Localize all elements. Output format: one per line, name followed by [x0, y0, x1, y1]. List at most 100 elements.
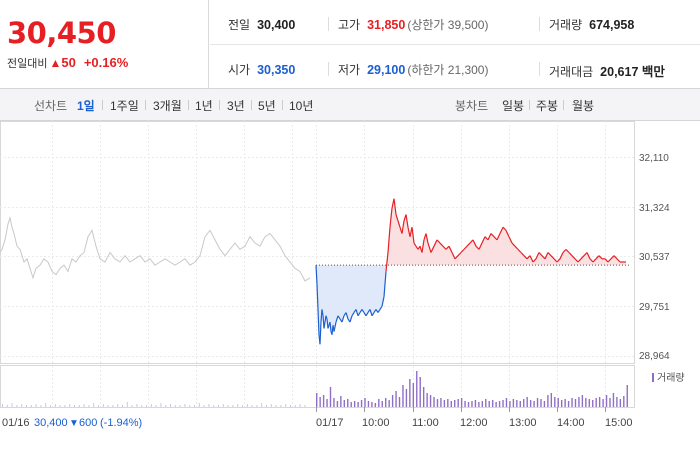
price-segment — [405, 214, 409, 228]
volume-bar — [467, 402, 470, 407]
period-1week[interactable]: 1주일 — [110, 99, 139, 113]
price-segment — [520, 252, 525, 257]
period-3year[interactable]: 3년 — [227, 99, 245, 113]
down-arrow-icon: ▼ — [69, 418, 79, 429]
volume-bar — [83, 404, 85, 407]
prev-day-close: 30,400 — [34, 417, 68, 429]
volume-bar — [598, 397, 601, 407]
volume-bar — [126, 402, 128, 407]
volume-bar — [509, 401, 511, 407]
volume-bar — [405, 389, 408, 407]
volume-bar — [174, 405, 176, 407]
price-segment — [433, 239, 438, 247]
volume-bar — [155, 405, 157, 407]
price-segment — [514, 245, 519, 250]
price-segment — [562, 248, 567, 253]
volume-bar — [360, 400, 363, 407]
period-5year[interactable]: 5년 — [258, 99, 276, 113]
candle-daily[interactable]: 일봉 — [502, 99, 525, 113]
volume-bar — [440, 398, 442, 407]
volume-bar — [256, 405, 258, 407]
volume-legend-swatch — [652, 373, 654, 382]
price-segment — [457, 252, 462, 257]
price-segment — [610, 255, 615, 260]
price-segment — [586, 252, 591, 260]
price-segment — [385, 252, 389, 272]
candle-monthly[interactable]: 월봉 — [572, 99, 595, 113]
period-1day[interactable]: 1일 — [77, 99, 95, 113]
price-segment — [484, 236, 489, 241]
period-3month[interactable]: 3개월 — [153, 99, 182, 113]
volume-bar — [141, 405, 143, 407]
period-1year[interactable]: 1년 — [195, 99, 213, 113]
price-segment — [481, 236, 486, 244]
chart-toolbar: 선차트 1일 1주일 3개월 1년 3년 5년 10년 봉차트 일봉 주봉 월봉 — [0, 89, 700, 121]
volume-bar — [251, 405, 253, 407]
x-tick-label: 12:00 — [460, 417, 488, 429]
volume-bar — [237, 404, 239, 407]
y-tick-label: 30,537 — [639, 252, 670, 263]
stat-prev-close: 전일 30,400 — [228, 16, 295, 33]
stat-label: 거래량 — [549, 18, 583, 32]
volume-bar — [505, 398, 508, 407]
price-segment — [589, 258, 594, 263]
volume-bar — [567, 401, 570, 407]
price-segment — [407, 227, 411, 237]
price-segment — [490, 233, 495, 238]
volume-bar — [290, 405, 291, 407]
volume-bar — [98, 405, 99, 407]
price-segment — [502, 226, 507, 231]
price-segment — [323, 322, 326, 329]
price-segment — [326, 318, 329, 329]
stat-open: 시가 30,350 — [228, 61, 295, 78]
price-segment — [493, 236, 498, 241]
volume-bar — [227, 405, 229, 407]
x-tick-label: 13:00 — [509, 417, 537, 429]
volume-bar — [529, 400, 532, 407]
volume-bar — [107, 405, 109, 407]
volume-bar — [485, 399, 487, 407]
plot-border — [0, 121, 635, 364]
volume-bar — [246, 404, 248, 407]
price-segment — [333, 321, 337, 332]
volume-bar — [208, 404, 210, 407]
price-segment — [430, 245, 435, 253]
price-segment — [357, 312, 361, 317]
price-segment — [544, 252, 549, 260]
divider — [102, 100, 103, 110]
volume-bar — [378, 399, 380, 407]
price-segment — [487, 233, 492, 241]
volume-bar — [194, 405, 195, 407]
volume-bar — [578, 397, 580, 407]
volume-bar — [443, 400, 446, 407]
price-segment — [583, 252, 588, 257]
volume-bar — [419, 377, 421, 407]
volume-bar — [59, 405, 61, 407]
volume-bar — [592, 400, 594, 407]
volume-bar — [294, 405, 296, 407]
volume-bar — [179, 405, 181, 407]
price-segment — [463, 245, 468, 250]
volume-bar — [623, 396, 625, 407]
price-segment — [377, 309, 381, 313]
price-segment — [387, 227, 391, 253]
candle-weekly[interactable]: 주봉 — [536, 99, 559, 113]
volume-bar — [222, 404, 224, 407]
volume-bar — [136, 404, 138, 407]
volume-bar — [213, 405, 215, 407]
volume-bar — [88, 405, 90, 407]
up-arrow-icon: ▲ — [49, 56, 62, 70]
price-segment — [427, 242, 432, 253]
stat-low: 저가 29,100 (하한가 21,300) — [338, 61, 488, 78]
volume-bar — [395, 391, 397, 407]
price-segment — [425, 233, 429, 244]
price-segment — [505, 230, 510, 237]
volume-border — [0, 365, 635, 408]
period-10year[interactable]: 10년 — [289, 99, 314, 113]
price-segment — [541, 255, 546, 260]
volume-bar — [69, 404, 71, 407]
volume-bar — [266, 405, 267, 407]
price-segment — [616, 258, 621, 263]
volume-bar — [495, 402, 497, 407]
volume-bar — [40, 405, 42, 407]
